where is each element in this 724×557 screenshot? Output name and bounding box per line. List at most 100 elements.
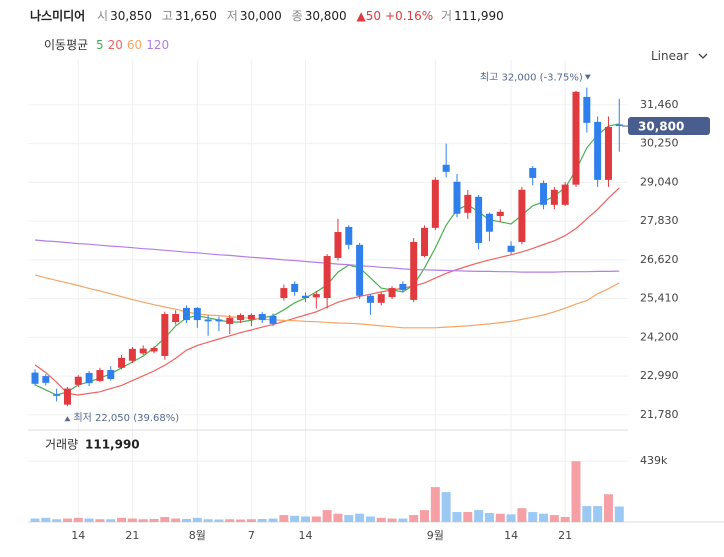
candle-body: [291, 283, 299, 292]
volume-bar: [311, 516, 321, 522]
scale-toggle[interactable]: Linear: [651, 49, 708, 63]
y-tick-label: 30,250: [640, 137, 679, 150]
candle-body: [496, 211, 504, 217]
candle-body: [540, 183, 548, 205]
candle-body: [421, 227, 429, 257]
last-price-label: 30,800: [638, 120, 684, 134]
candle-body: [182, 307, 190, 321]
candle-body: [96, 370, 104, 381]
volume-bar: [30, 518, 40, 522]
last-price-box: [628, 117, 710, 136]
volume-bar: [322, 510, 332, 522]
change-pct: +0.16%: [385, 9, 434, 23]
candle-body: [442, 164, 450, 172]
volume-bar: [192, 517, 202, 522]
candle-body: [63, 388, 71, 405]
volume-bar: [52, 519, 62, 522]
volume-bar: [376, 517, 386, 522]
candle-body: [388, 288, 396, 298]
candle-body: [302, 295, 309, 298]
volume-bar: [160, 517, 170, 522]
candle-body: [237, 314, 245, 321]
candle-body: [128, 348, 136, 361]
candle-body: [550, 189, 558, 205]
chevron[interactable]: [698, 52, 708, 60]
low-key: 저: [226, 9, 238, 23]
x-tick-label: 7: [248, 529, 255, 542]
candle-body: [323, 256, 331, 298]
candle-body: [107, 370, 115, 380]
scale-mode[interactable]: Linear: [651, 49, 689, 63]
volume-bar: [420, 510, 430, 522]
volume-bar: [127, 518, 137, 522]
volume-bar: [290, 515, 300, 522]
volume-bar: [539, 513, 549, 522]
high-key: 고: [161, 9, 173, 23]
volume-bar: [452, 512, 462, 522]
volume-bar: [463, 512, 473, 522]
min-annotation: 최저 22,050 (39.68%): [73, 412, 179, 424]
volume-bar: [571, 461, 581, 522]
y-tick-label: 31,460: [640, 98, 679, 111]
volume-bar: [441, 492, 451, 522]
volume-bar: [257, 518, 267, 522]
candle-body: [139, 348, 147, 354]
volume-value: 111,990: [454, 9, 504, 23]
high-value: 31,650: [174, 9, 217, 23]
volume-bar: [409, 515, 419, 522]
y-tick-label: 24,200: [640, 330, 679, 343]
candle-body: [226, 317, 234, 324]
volume-bar: [355, 513, 365, 522]
volume-bar: [333, 513, 343, 522]
y-tick-label: 25,410: [640, 292, 679, 305]
candle-body: [615, 124, 623, 127]
candle-body: [561, 184, 569, 205]
candle-body: [356, 244, 364, 296]
volume-bar: [474, 510, 484, 522]
min-marker: [64, 416, 71, 422]
volume-bar: [246, 519, 256, 522]
candle-body: [247, 314, 255, 320]
candle-body: [269, 315, 277, 324]
volume-bar: [365, 516, 375, 522]
candle-body: [42, 376, 50, 383]
candle-body: [518, 189, 526, 242]
candle-body: [161, 314, 169, 356]
volume-bar: [203, 519, 213, 522]
volume-tick-label: 439k: [640, 454, 668, 467]
close-value: 30,800: [304, 9, 347, 23]
candle-body: [377, 294, 385, 303]
candle-body: [529, 167, 537, 178]
volume-bar: [549, 515, 559, 522]
volume-bar: [344, 515, 354, 522]
x-tick-label: 21: [125, 529, 139, 542]
volume-bar: [62, 518, 72, 522]
candle-body: [453, 181, 461, 214]
x-tick-label: 14: [299, 529, 313, 542]
volume-bar: [138, 519, 148, 522]
max-marker: [584, 74, 591, 80]
volume-bar: [106, 519, 116, 522]
legend-entry: 20: [107, 38, 123, 52]
candle-body: [475, 196, 483, 243]
volume-key: 거: [441, 9, 453, 23]
volume-title-value: 111,990: [85, 438, 140, 452]
x-tick-label: 14: [71, 529, 85, 542]
candle-body: [85, 372, 93, 384]
volume-bar: [41, 517, 51, 522]
volume-title: 거래량: [45, 438, 78, 452]
legend-entry: 5: [96, 38, 104, 52]
volume-bar: [236, 519, 246, 522]
volume-bar: [225, 519, 235, 522]
candle-body: [464, 194, 472, 213]
volume-bar: [181, 518, 191, 522]
volume-bar: [506, 514, 516, 522]
volume-bar: [430, 487, 440, 522]
candle-body: [334, 232, 342, 258]
candle-body: [345, 226, 353, 245]
candle-body: [118, 357, 126, 368]
volume-bar: [171, 518, 181, 522]
low-value: 30,000: [239, 9, 282, 23]
volume-bar: [279, 515, 289, 522]
